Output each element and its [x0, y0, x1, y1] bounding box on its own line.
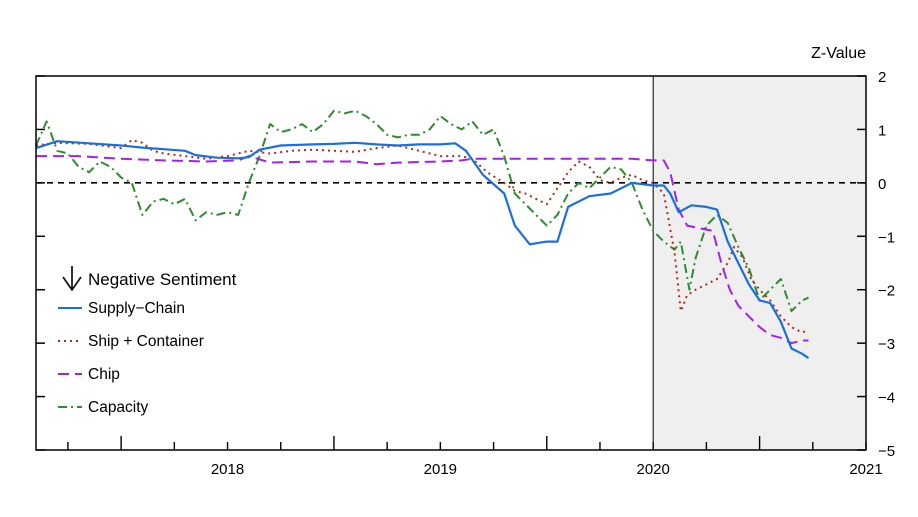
legend-label: Ship + Container: [88, 333, 204, 350]
legend-title: Negative Sentiment: [88, 270, 237, 289]
plot-frame: [35, 75, 867, 451]
x-axis-ticks: 2018 2019 2020 2021: [67, 436, 883, 478]
y-tick-label: −2: [878, 283, 895, 300]
legend-label: Supply−Chain: [88, 300, 185, 317]
series-line-capacity: [35, 109, 809, 313]
down-arrow-icon: [62, 266, 82, 292]
y-axis-title: Z-Value: [811, 45, 866, 62]
series-line-chip: [36, 155, 809, 345]
y-tick-label: −1: [878, 229, 895, 246]
y-tick-label: −5: [878, 443, 895, 460]
x-tick-label: 2020: [636, 461, 669, 478]
x-tick-label: 2019: [424, 461, 457, 478]
y-tick-label: 1: [878, 122, 886, 139]
legend-label: Capacity: [88, 399, 149, 416]
legend-label: Chip: [88, 366, 120, 383]
legend: Negative Sentiment Supply−Chain Ship + Co…: [58, 266, 237, 416]
x-tick-label: 2018: [211, 461, 244, 478]
shaded-region: [652, 75, 867, 451]
series-line-supply-chain: [35, 140, 810, 360]
y-tick-label: −3: [878, 336, 895, 353]
y-tick-label: 0: [878, 176, 886, 193]
series-lines: [35, 109, 810, 360]
series-line-ship-container: [35, 139, 809, 334]
x-tick-label: 2021: [849, 461, 882, 478]
y-tick-label: 2: [878, 69, 886, 86]
y-tick-label: −4: [878, 390, 895, 407]
